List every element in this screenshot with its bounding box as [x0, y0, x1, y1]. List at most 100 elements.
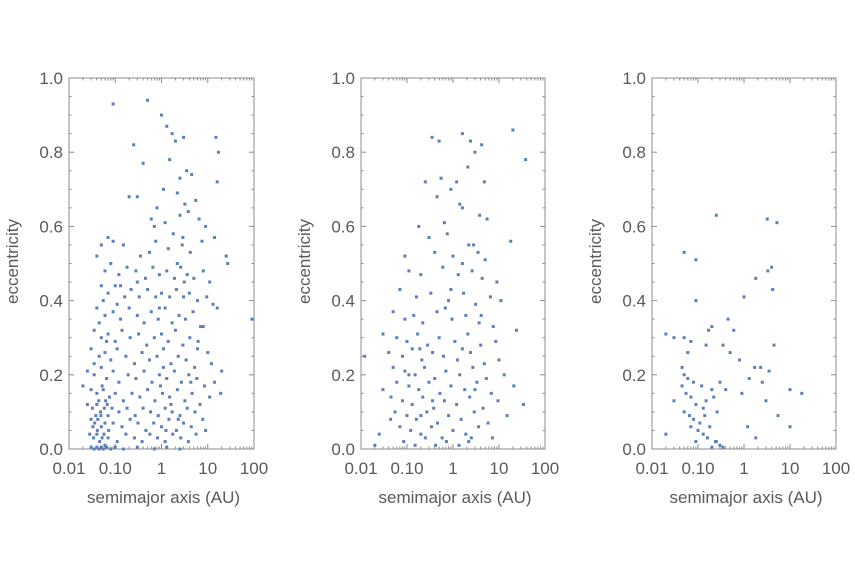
data-point	[121, 243, 125, 247]
data-point	[93, 421, 97, 425]
data-point	[754, 436, 758, 440]
data-point	[455, 358, 459, 362]
data-point	[687, 414, 691, 418]
data-point	[183, 202, 187, 206]
data-point	[481, 406, 485, 410]
data-point	[176, 354, 180, 358]
data-point	[466, 165, 470, 169]
data-point	[160, 391, 164, 395]
data-point	[425, 410, 429, 414]
data-point	[128, 336, 132, 340]
data-point	[175, 191, 179, 195]
data-point	[179, 436, 183, 440]
data-point	[175, 388, 179, 392]
data-point	[433, 250, 437, 254]
x-tick-label: 1	[157, 459, 166, 478]
data-point	[496, 399, 500, 403]
data-point	[134, 269, 138, 273]
data-point	[441, 265, 445, 269]
data-point	[398, 287, 402, 291]
data-point	[474, 302, 478, 306]
data-point	[439, 176, 443, 180]
data-point	[442, 399, 446, 403]
data-point	[686, 351, 690, 355]
data-point	[208, 280, 212, 284]
data-point	[226, 262, 230, 265]
data-point	[89, 445, 93, 449]
data-point	[91, 425, 95, 429]
data-point	[106, 291, 110, 295]
data-point	[99, 425, 103, 429]
data-point	[109, 262, 113, 265]
data-point	[215, 180, 219, 184]
x-tick-label: 0.01	[635, 459, 668, 478]
data-point	[115, 440, 119, 444]
data-point	[393, 410, 397, 414]
data-point	[103, 443, 107, 447]
data-point	[117, 380, 121, 384]
data-point	[444, 440, 448, 444]
data-point	[182, 135, 186, 139]
data-point	[170, 410, 174, 414]
data-point	[391, 365, 395, 369]
data-point	[141, 161, 145, 165]
data-point	[168, 395, 172, 399]
data-point	[460, 132, 464, 136]
data-point	[746, 425, 750, 429]
data-point	[692, 417, 696, 421]
data-point	[429, 291, 433, 295]
data-point	[478, 213, 482, 217]
data-point	[97, 447, 101, 451]
data-point	[495, 280, 499, 284]
data-point	[198, 402, 202, 406]
data-point	[464, 432, 468, 436]
data-point	[704, 343, 708, 347]
data-point	[401, 399, 405, 403]
data-point	[714, 440, 718, 444]
data-point	[499, 299, 503, 303]
data-point	[219, 391, 223, 395]
data-point	[423, 180, 427, 184]
x-axis-title: semimajor axis (AU)	[669, 488, 822, 507]
data-point	[455, 402, 459, 406]
data-point	[694, 402, 698, 406]
data-point	[419, 432, 423, 436]
data-point	[197, 217, 201, 221]
x-tick-label: 0.10	[99, 459, 132, 478]
data-point	[135, 313, 139, 317]
data-point	[106, 332, 110, 336]
data-point	[202, 384, 206, 388]
data-point	[443, 306, 447, 310]
y-tick-label: 0.8	[622, 143, 646, 162]
data-point	[85, 369, 89, 373]
data-point	[216, 150, 220, 154]
data-point	[120, 425, 124, 429]
data-point	[760, 380, 764, 384]
data-point	[166, 247, 170, 251]
data-point	[398, 425, 402, 429]
data-point	[482, 362, 486, 366]
data-point	[710, 388, 714, 392]
data-point	[435, 310, 439, 314]
data-point	[92, 362, 96, 366]
data-point	[164, 428, 168, 432]
data-point	[117, 410, 121, 414]
data-point	[136, 421, 140, 425]
data-point	[130, 391, 134, 395]
data-point	[726, 317, 730, 321]
data-point	[172, 276, 176, 280]
data-point	[144, 428, 148, 432]
data-point	[417, 224, 421, 228]
data-point	[146, 287, 150, 291]
data-point	[430, 135, 434, 139]
data-point	[88, 432, 92, 436]
data-point	[99, 243, 103, 247]
data-point	[718, 443, 722, 447]
data-point	[111, 369, 115, 373]
data-point	[391, 310, 395, 314]
data-point	[152, 421, 156, 425]
plot-frame	[360, 77, 546, 450]
data-point	[395, 336, 399, 340]
data-point	[509, 239, 513, 243]
data-point	[141, 406, 145, 410]
